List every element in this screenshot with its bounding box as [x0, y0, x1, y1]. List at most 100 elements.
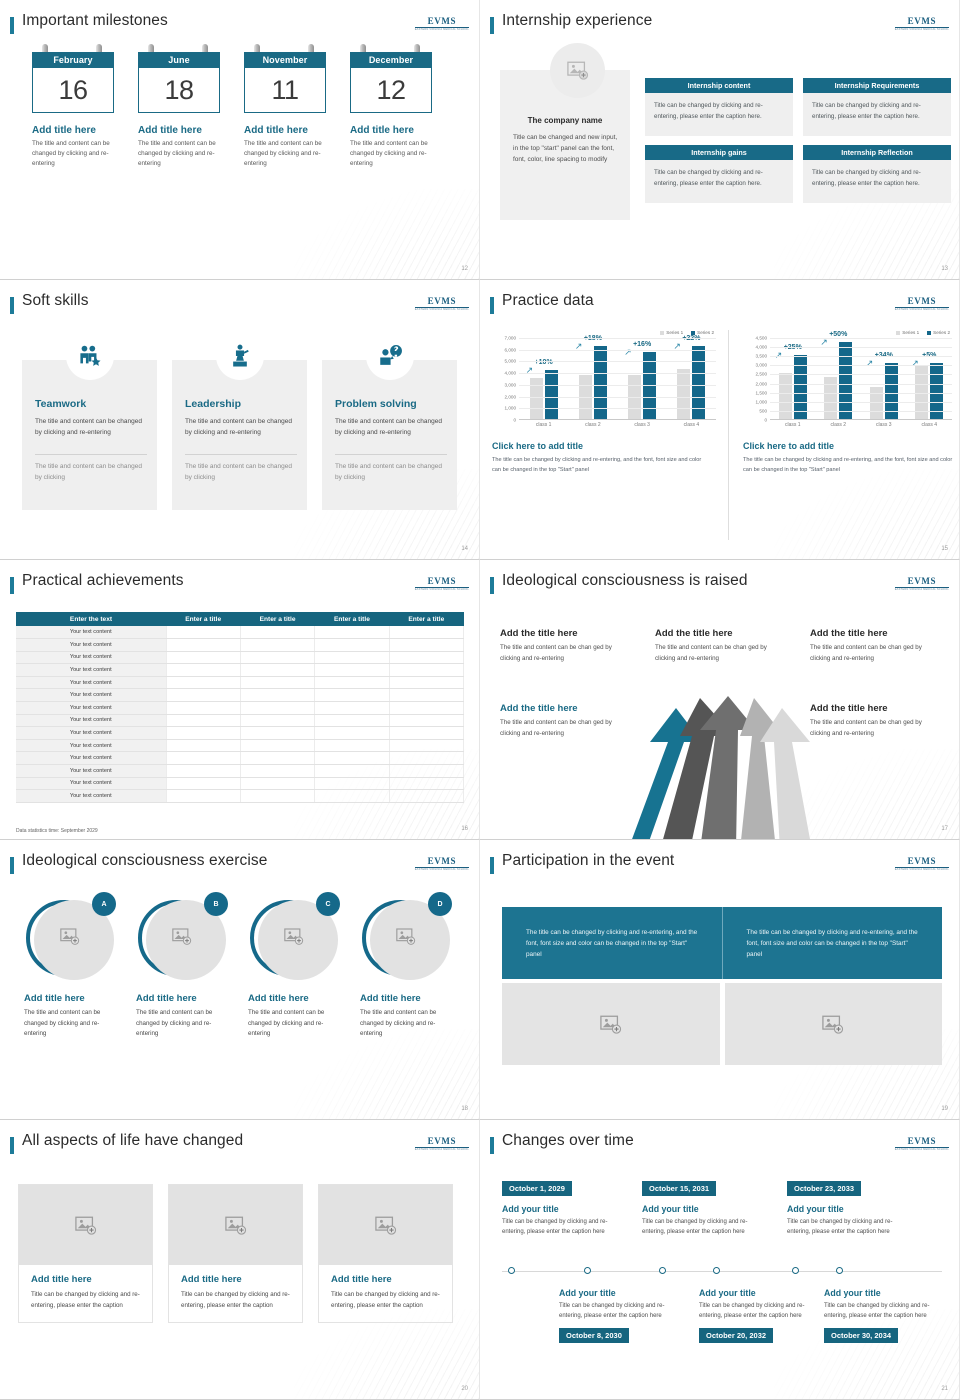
table-cell[interactable]	[389, 726, 465, 740]
chart-panel-right[interactable]: Series 1 Series 2 0 500 1,000 1,500 2,000 2,5…	[728, 330, 956, 540]
table-cell[interactable]	[166, 676, 241, 690]
table-cell[interactable]	[314, 739, 390, 753]
image-placeholder-icon[interactable]	[396, 928, 416, 950]
table-cell[interactable]	[389, 701, 465, 715]
table-cell[interactable]	[166, 638, 241, 652]
table-cell[interactable]	[389, 663, 465, 677]
table-cell[interactable]	[240, 638, 316, 652]
table-cell[interactable]	[240, 663, 316, 677]
slide-participation-in-the-event[interactable]: Participation in the event EVMS EASTERN …	[480, 840, 960, 1120]
table-cell[interactable]	[166, 714, 241, 728]
timeline-dot[interactable]	[792, 1267, 799, 1274]
table-row[interactable]: Your text content	[16, 751, 465, 766]
milestone-item[interactable]: February 16 Add title here The title and…	[32, 44, 114, 169]
timeline-event-top[interactable]: October 15, 2031 Add your title Title ca…	[642, 1178, 760, 1237]
table-row[interactable]: Your text content	[16, 739, 465, 753]
table-cell[interactable]	[314, 676, 390, 690]
table-cell[interactable]	[166, 789, 241, 803]
table-cell[interactable]	[166, 764, 241, 778]
timeline-event-top[interactable]: October 1, 2029 Add your title Title can…	[502, 1178, 620, 1237]
circle-item[interactable]: A Add title here The title and content can…	[24, 892, 116, 1040]
table-cell-label[interactable]: Your text content	[16, 701, 167, 715]
table-cell[interactable]	[240, 751, 316, 766]
table-cell-label[interactable]: Your text content	[16, 714, 167, 728]
timeline-event-bottom[interactable]: Add your title Title can be changed by c…	[559, 1288, 677, 1343]
soft-skill-card[interactable]: Teamwork The title and content can be ch…	[22, 332, 157, 510]
image-placeholder[interactable]	[724, 983, 942, 1065]
circle-item[interactable]: B Add title here The title and content can…	[136, 892, 228, 1040]
slide-ideological-consciousness-exercise[interactable]: Ideological consciousness exercise EVMS …	[0, 840, 480, 1120]
soft-skill-card[interactable]: Leadership The title and content can be …	[172, 332, 307, 510]
table-cell[interactable]	[314, 764, 390, 778]
table-row[interactable]: Your text content	[16, 651, 465, 665]
table-cell[interactable]	[314, 789, 390, 803]
image-placeholder-icon[interactable]	[284, 928, 304, 950]
timeline-dot[interactable]	[508, 1267, 515, 1274]
table-cell[interactable]	[389, 676, 465, 690]
arrow-item[interactable]: Add the title here The title and content…	[810, 628, 938, 664]
internship-box[interactable]: Internship gains Title can be changed by…	[645, 145, 793, 203]
table-cell[interactable]	[166, 777, 241, 791]
table-cell-label[interactable]: Your text content	[16, 663, 167, 677]
table-cell[interactable]	[389, 739, 465, 753]
table-cell[interactable]	[389, 764, 465, 778]
photo-card[interactable]: Add title here Title can be changed by cl…	[318, 1184, 453, 1323]
table-cell[interactable]	[166, 663, 241, 677]
photo-card[interactable]: Add title here Title can be changed by cl…	[18, 1184, 153, 1323]
image-placeholder-icon[interactable]	[172, 928, 192, 950]
internship-box[interactable]: Internship Requirements Title can be cha…	[803, 78, 951, 136]
image-placeholder[interactable]	[169, 1185, 302, 1265]
timeline-dot[interactable]	[836, 1267, 843, 1274]
table-cell[interactable]	[240, 789, 316, 803]
table-column-header[interactable]: Enter a title	[314, 612, 390, 626]
timeline-dot[interactable]	[713, 1267, 720, 1274]
slide-practical-achievements[interactable]: Practical achievements EVMS EASTERN VIRG…	[0, 560, 480, 840]
table-cell[interactable]	[389, 651, 465, 665]
circle-item[interactable]: C Add title here The title and content can…	[248, 892, 340, 1040]
arrow-item[interactable]: Add the title here The title and content…	[810, 703, 938, 739]
table-row[interactable]: Your text content	[16, 638, 465, 652]
table-cell-label[interactable]: Your text content	[16, 764, 167, 778]
slide-soft-skills[interactable]: Soft skills EVMS EASTERN VIRGINIA MEDICA…	[0, 280, 480, 560]
timeline-dot[interactable]	[584, 1267, 591, 1274]
table-row[interactable]: Your text content	[16, 701, 465, 715]
table-cell[interactable]	[166, 751, 241, 766]
circle-item[interactable]: D Add title here The title and content can…	[360, 892, 452, 1040]
table-row[interactable]: Your text content	[16, 714, 465, 728]
table-cell[interactable]	[166, 626, 241, 640]
table-cell[interactable]	[314, 701, 390, 715]
table-cell-label[interactable]: Your text content	[16, 651, 167, 665]
soft-skill-card[interactable]: Problem solving The title and content ca…	[322, 332, 457, 510]
table-cell[interactable]	[240, 701, 316, 715]
table-cell-label[interactable]: Your text content	[16, 739, 167, 753]
table-cell-label[interactable]: Your text content	[16, 638, 167, 652]
table-cell[interactable]	[240, 777, 316, 791]
arrow-item[interactable]: Add the title here The title and content…	[500, 703, 628, 739]
internship-box[interactable]: Internship content Title can be changed …	[645, 78, 793, 136]
chart-panel-left[interactable]: Series 1 Series 2 0 1,000 2,000 3,000 4,000 5…	[492, 330, 720, 540]
timeline-dot[interactable]	[659, 1267, 666, 1274]
table-cell-label[interactable]: Your text content	[16, 676, 167, 690]
internship-box[interactable]: Internship Reflection Title can be chang…	[803, 145, 951, 203]
table-cell-label[interactable]: Your text content	[16, 688, 167, 703]
slide-important-milestones[interactable]: Important milestones EVMS EASTERN VIRGIN…	[0, 0, 480, 280]
table-column-header[interactable]: Enter a title	[166, 612, 241, 626]
table-cell[interactable]	[166, 726, 241, 740]
table-cell[interactable]	[314, 651, 390, 665]
table-cell[interactable]	[240, 726, 316, 740]
table-row[interactable]: Your text content	[16, 764, 465, 778]
timeline-event-top[interactable]: October 23, 2033 Add your title Title ca…	[787, 1178, 905, 1237]
table-column-header[interactable]: Enter a title	[389, 612, 464, 626]
table-cell[interactable]	[166, 688, 241, 703]
table-column-header[interactable]: Enter the text	[16, 612, 166, 626]
table-cell[interactable]	[240, 688, 316, 703]
image-placeholder-icon[interactable]	[60, 928, 80, 950]
table-cell[interactable]	[240, 764, 316, 778]
table-row[interactable]: Your text content	[16, 663, 465, 677]
table-row[interactable]: Your text content	[16, 626, 465, 640]
table-cell[interactable]	[240, 626, 316, 640]
arrow-item[interactable]: Add the title here The title and content…	[655, 628, 783, 664]
table-row[interactable]: Your text content	[16, 726, 465, 740]
milestone-item[interactable]: December 12 Add title here The title and…	[350, 44, 432, 169]
arrow-item[interactable]: Add the title here The title and content…	[500, 628, 628, 664]
